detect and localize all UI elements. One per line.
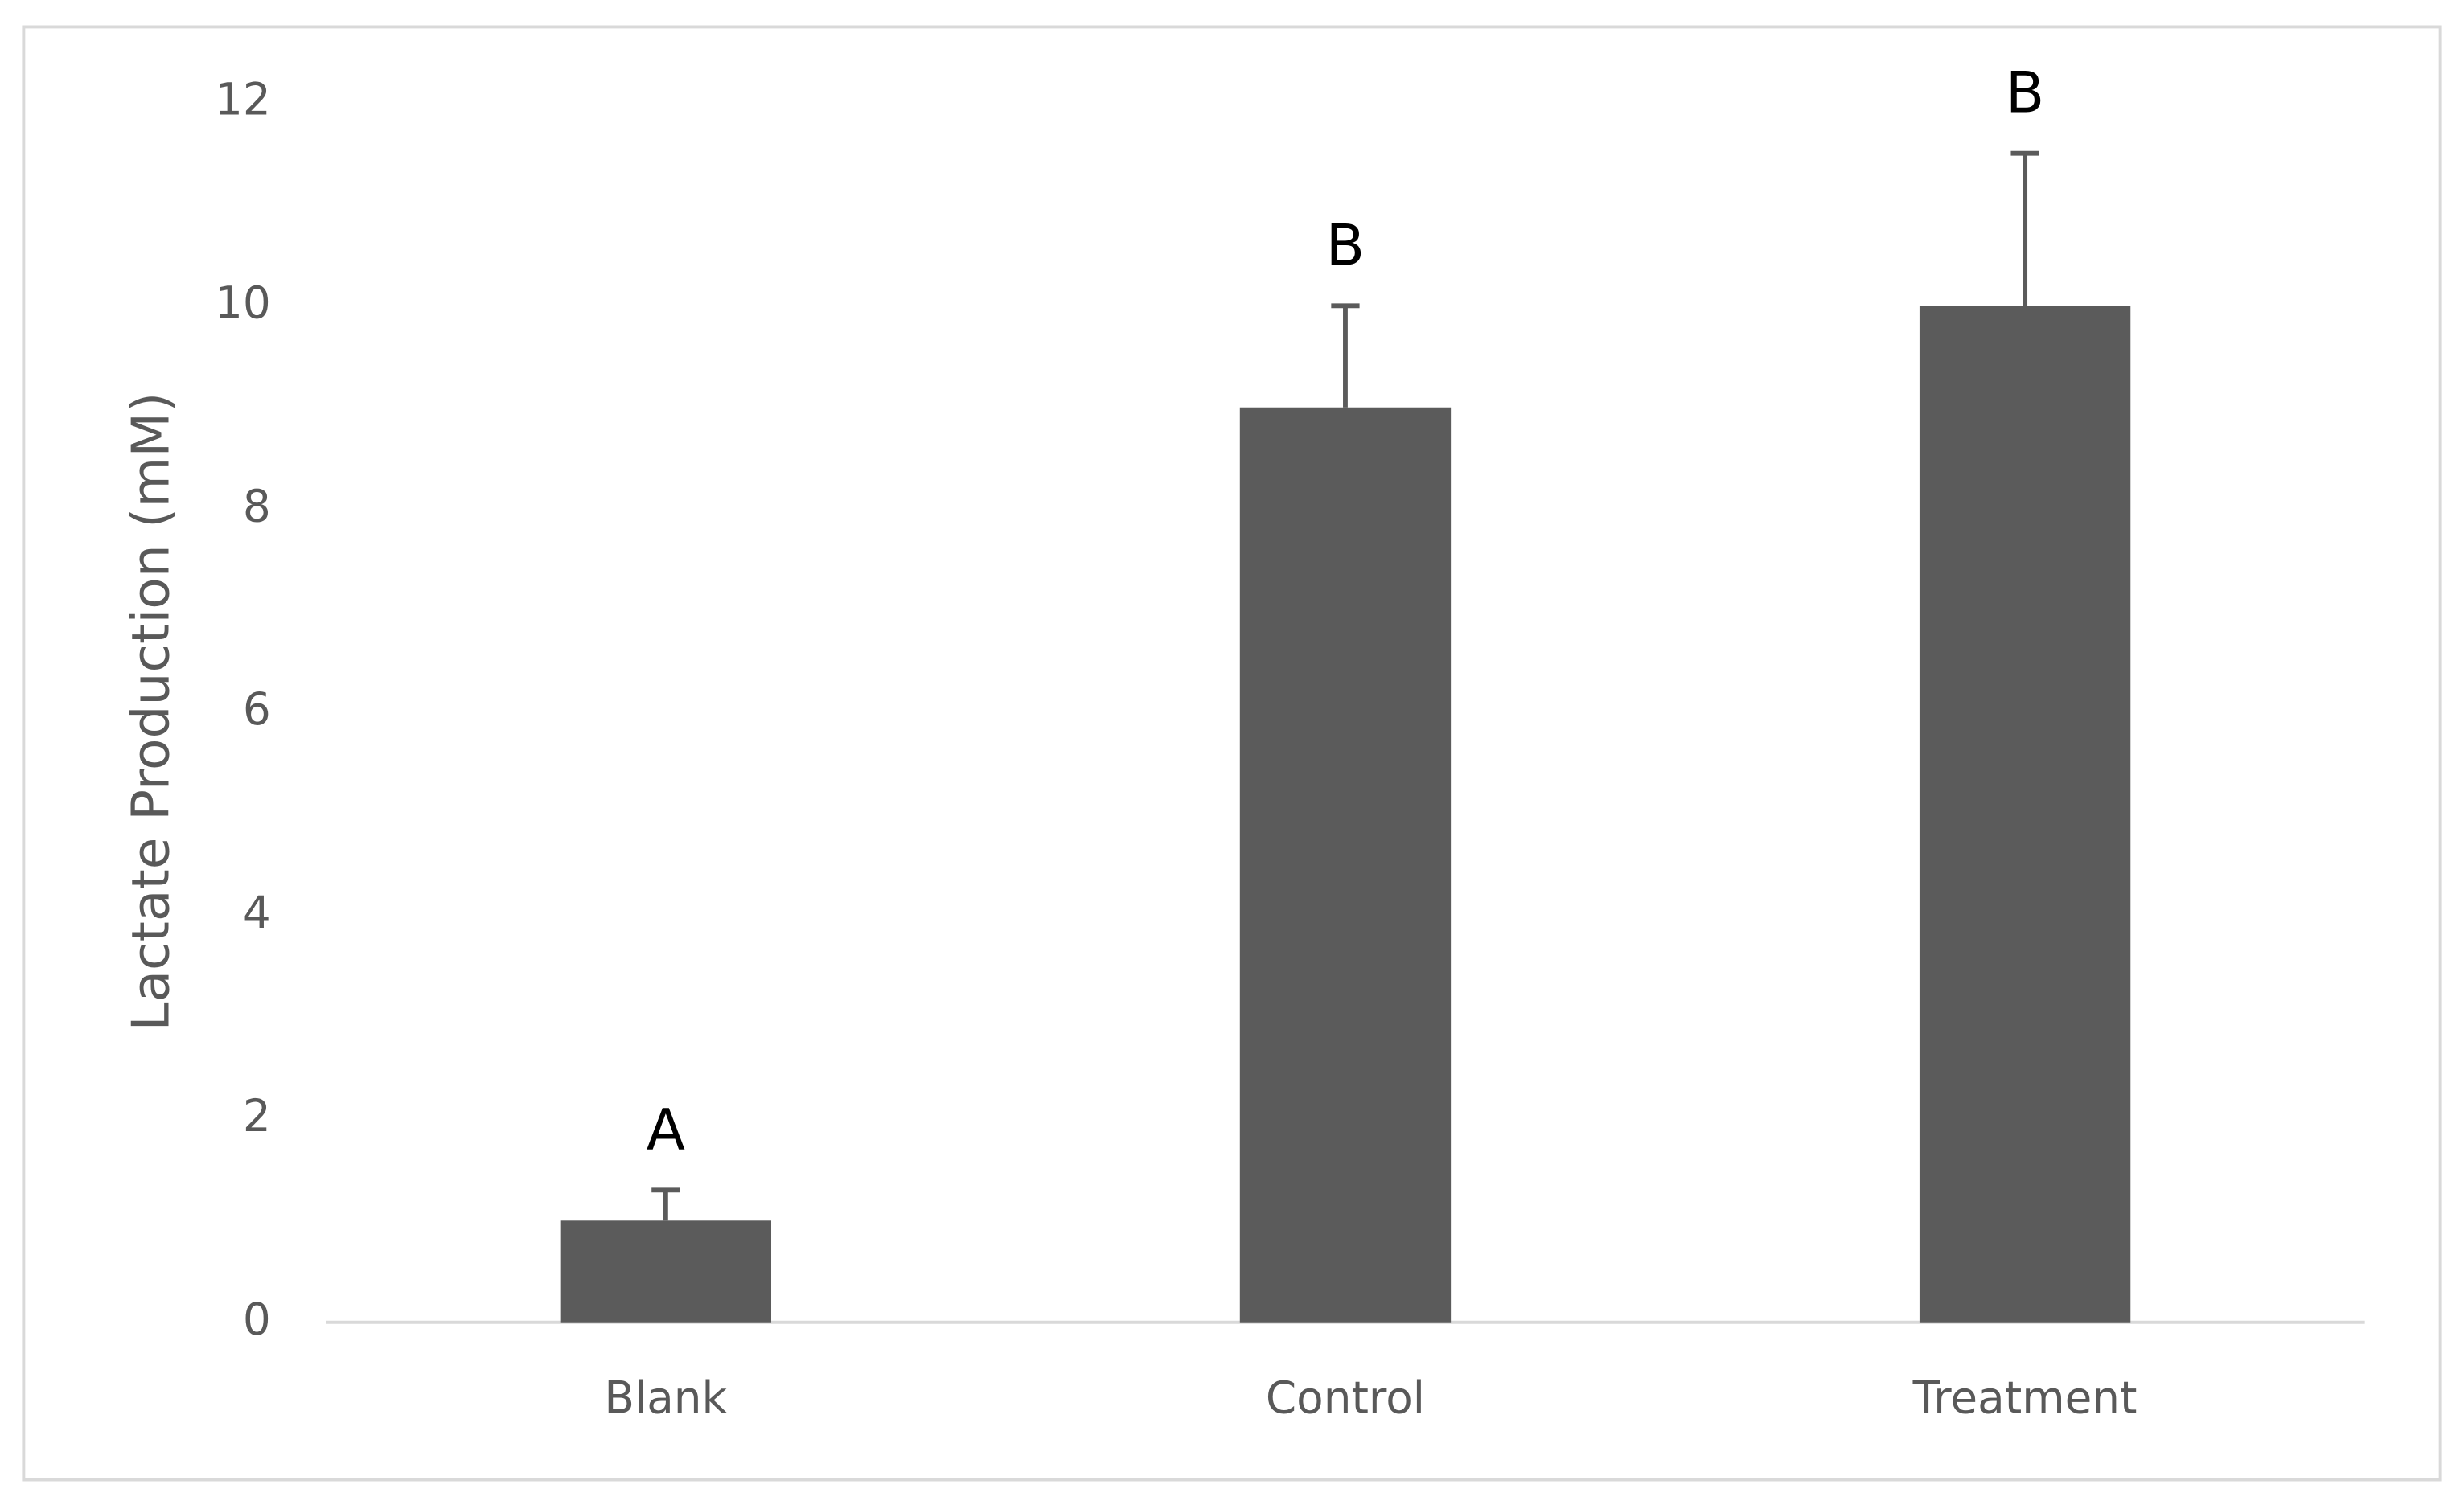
x-tick-label: Treatment <box>1912 1372 2138 1424</box>
bar <box>560 1220 772 1323</box>
x-tick-label: Blank <box>604 1372 727 1424</box>
y-tick-label: 2 <box>243 1090 271 1142</box>
y-tick-label: 6 <box>243 683 271 735</box>
x-tick-label: Control <box>1266 1372 1425 1424</box>
y-tick-label: 0 <box>243 1294 271 1345</box>
y-tick-label: 12 <box>215 74 271 125</box>
significance-label: A <box>647 1097 685 1163</box>
bar <box>1919 306 2131 1323</box>
y-axis-label: Lactate Production (mM) <box>121 392 181 1031</box>
y-tick-label: 4 <box>243 887 271 938</box>
bar <box>1239 407 1452 1323</box>
y-tick-label: 10 <box>215 277 271 328</box>
significance-label: B <box>2006 60 2044 126</box>
significance-label: B <box>1326 212 1365 278</box>
y-tick-label: 8 <box>243 480 271 531</box>
